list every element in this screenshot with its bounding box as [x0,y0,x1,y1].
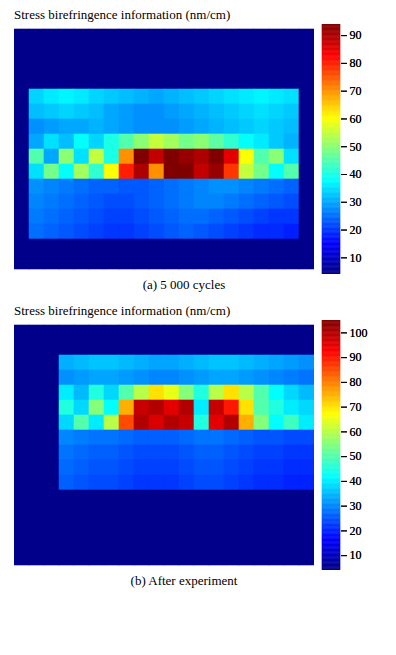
svg-text:40: 40 [350,474,362,488]
svg-text:30: 30 [350,499,362,513]
svg-text:70: 70 [350,84,362,98]
svg-text:60: 60 [350,425,362,439]
svg-text:70: 70 [350,84,362,98]
svg-text:10: 10 [350,548,362,562]
svg-text:30: 30 [350,499,362,513]
svg-text:20: 20 [350,223,362,237]
svg-text:80: 80 [350,375,362,389]
svg-text:50: 50 [350,140,362,154]
html-text:Stress birefringence informati: Stress birefringence information (nm/cm) [14,303,231,318]
svg-text:10: 10 [350,251,362,265]
svg-text:20: 20 [350,524,362,538]
svg-text:40: 40 [350,167,362,181]
svg-text:80: 80 [350,375,362,389]
svg-text:100: 100 [350,326,368,340]
svg-text:30: 30 [350,195,362,209]
svg-text:50: 50 [350,449,362,463]
svg-text:90: 90 [350,28,362,42]
svg-text:60: 60 [350,425,362,439]
svg-text:20: 20 [350,223,362,237]
svg-text:50: 50 [350,449,362,463]
html-text:Stress birefringence informati: Stress birefringence information (nm/cm) [14,7,231,22]
svg-text:80: 80 [350,56,362,70]
svg-text:10: 10 [350,251,362,265]
html-text:(b) After experiment: (b) After experiment [130,573,238,588]
svg-text:40: 40 [350,474,362,488]
svg-text:100: 100 [350,326,368,340]
svg-text:10: 10 [350,548,362,562]
svg-text:60: 60 [350,112,362,126]
svg-text:80: 80 [350,56,362,70]
svg-text:70: 70 [350,400,362,414]
svg-text:30: 30 [350,195,362,209]
svg-text:50: 50 [350,140,362,154]
svg-text:20: 20 [350,524,362,538]
svg-text:90: 90 [350,350,362,364]
svg-text:90: 90 [350,350,362,364]
svg-text:40: 40 [350,167,362,181]
svg-text:90: 90 [350,28,362,42]
svg-text:60: 60 [350,112,362,126]
html-text:(a) 5 000 cycles: (a) 5 000 cycles [142,277,226,292]
svg-text:70: 70 [350,400,362,414]
